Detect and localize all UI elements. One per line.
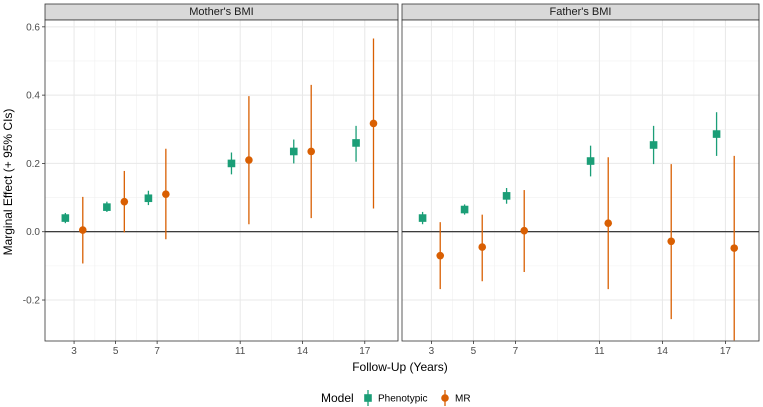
data-point-square bbox=[649, 141, 658, 149]
y-axis-title: Marginal Effect (+ 95% CIs) bbox=[1, 109, 15, 256]
data-point-circle bbox=[369, 119, 378, 128]
y-tick-label: 0.2 bbox=[26, 159, 40, 170]
legend-title: Model bbox=[321, 391, 354, 405]
data-point-circle bbox=[730, 244, 739, 252]
data-point-square bbox=[502, 192, 511, 200]
x-tick-label: 11 bbox=[235, 346, 246, 357]
data-point-circle bbox=[667, 237, 676, 246]
y-tick-label: 0.0 bbox=[26, 227, 40, 238]
x-axis-title: Follow-Up (Years) bbox=[352, 360, 448, 374]
x-tick-label: 7 bbox=[154, 346, 160, 357]
data-point-square bbox=[227, 159, 236, 168]
x-tick-label: 14 bbox=[657, 346, 669, 357]
panel-border bbox=[401, 19, 760, 342]
x-tick-label: 11 bbox=[594, 346, 605, 357]
legend-item-mr: MR bbox=[441, 390, 471, 406]
data-point-square bbox=[418, 214, 427, 222]
legend-key-square bbox=[364, 394, 372, 402]
series-mr bbox=[436, 155, 739, 341]
data-point-square bbox=[103, 203, 111, 211]
data-point-square bbox=[61, 214, 70, 222]
facet-strip-title: Mother's BMI bbox=[189, 6, 253, 18]
data-point-circle bbox=[604, 219, 613, 227]
x-tick-label: 3 bbox=[429, 346, 435, 357]
y-tick-label: 0.6 bbox=[26, 22, 40, 33]
y-axis: -0.2 0.0 0.2 0.4 0.6 bbox=[23, 22, 45, 307]
legend-item-phenotypic: Phenotypic bbox=[364, 390, 427, 406]
data-point-circle bbox=[162, 190, 170, 198]
panel-border bbox=[44, 19, 399, 342]
series-phenotypic bbox=[61, 125, 360, 224]
x-tick-label: 7 bbox=[513, 346, 519, 357]
x-tick-label: 5 bbox=[113, 346, 119, 357]
data-point-square bbox=[352, 139, 360, 147]
data-point-circle bbox=[307, 147, 316, 156]
y-tick-label: 0.4 bbox=[26, 91, 40, 102]
legend-label: Phenotypic bbox=[378, 394, 427, 405]
legend: Model Phenotypic MR bbox=[321, 390, 471, 406]
series-phenotypic bbox=[418, 112, 721, 225]
facet-panel-2: Father's BMI 3 5 7 11 14 17 bbox=[401, 3, 760, 357]
data-point-circle bbox=[78, 226, 87, 234]
plot-background bbox=[402, 20, 759, 341]
facet-strip-title: Father's BMI bbox=[549, 6, 611, 18]
x-tick-label: 17 bbox=[720, 346, 732, 357]
legend-key-circle bbox=[441, 394, 449, 402]
data-point-circle bbox=[245, 156, 253, 164]
data-point-circle bbox=[120, 197, 129, 206]
data-point-square bbox=[712, 130, 721, 138]
legend-label: MR bbox=[455, 394, 471, 405]
y-tick-label: -0.2 bbox=[23, 296, 41, 307]
data-point-circle bbox=[520, 226, 529, 235]
plot-background bbox=[45, 20, 398, 341]
data-point-circle bbox=[478, 243, 487, 251]
facets-layer: Mother's BMI 3 5 7 11 14 17 Father's BMI 3 5 7 11 14… bbox=[44, 3, 760, 357]
x-tick-label: 17 bbox=[359, 346, 371, 357]
x-tick-label: 14 bbox=[297, 346, 309, 357]
data-point-square bbox=[460, 205, 469, 214]
data-point-square bbox=[144, 194, 153, 203]
data-point-square bbox=[289, 147, 298, 156]
series-mr bbox=[78, 38, 378, 264]
x-tick-label: 3 bbox=[71, 346, 77, 357]
x-tick-label: 5 bbox=[471, 346, 477, 357]
data-point-square bbox=[586, 157, 595, 165]
facet-panel-1: Mother's BMI 3 5 7 11 14 17 bbox=[44, 3, 399, 357]
data-point-circle bbox=[436, 251, 445, 260]
